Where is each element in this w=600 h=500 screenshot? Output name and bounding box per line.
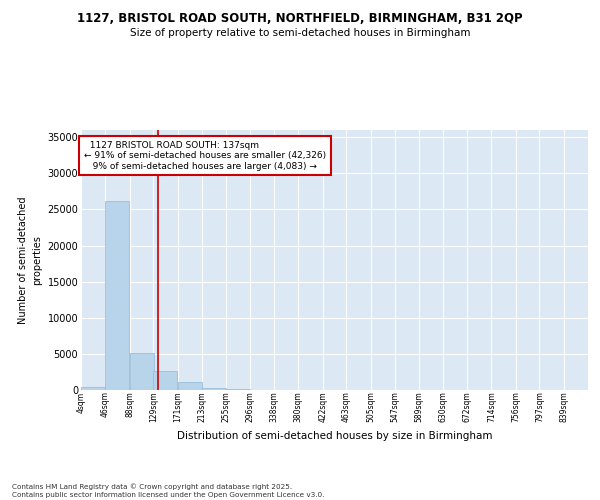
Text: Size of property relative to semi-detached houses in Birmingham: Size of property relative to semi-detach… — [130, 28, 470, 38]
Bar — [153, 370, 178, 390]
Y-axis label: Number of semi-detached
properties: Number of semi-detached properties — [18, 196, 42, 324]
Bar — [105, 201, 130, 390]
Text: 1127 BRISTOL ROAD SOUTH: 137sqm
← 91% of semi-detached houses are smaller (42,32: 1127 BRISTOL ROAD SOUTH: 137sqm ← 91% of… — [84, 141, 326, 171]
X-axis label: Distribution of semi-detached houses by size in Birmingham: Distribution of semi-detached houses by … — [177, 430, 492, 440]
Text: 1127, BRISTOL ROAD SOUTH, NORTHFIELD, BIRMINGHAM, B31 2QP: 1127, BRISTOL ROAD SOUTH, NORTHFIELD, BI… — [77, 12, 523, 26]
Bar — [202, 388, 226, 390]
Text: Contains HM Land Registry data © Crown copyright and database right 2025.
Contai: Contains HM Land Registry data © Crown c… — [12, 484, 325, 498]
Bar — [81, 387, 105, 390]
Bar — [178, 382, 202, 390]
Bar — [130, 353, 154, 390]
